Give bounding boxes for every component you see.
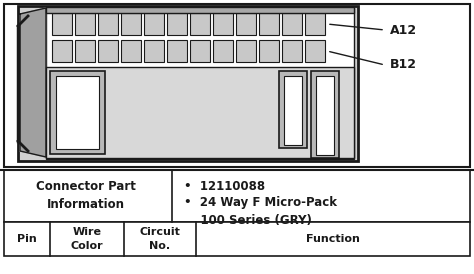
Bar	[144, 40, 164, 62]
Bar	[305, 40, 325, 62]
Bar	[4, 4, 470, 167]
Bar	[98, 13, 118, 35]
Bar	[190, 40, 210, 62]
Bar	[282, 13, 302, 35]
Bar	[236, 13, 256, 35]
Polygon shape	[20, 8, 46, 157]
Text: Pin: Pin	[17, 234, 37, 244]
Bar	[167, 13, 187, 35]
Text: Circuit
No.: Circuit No.	[139, 227, 181, 251]
Bar	[46, 8, 354, 159]
Bar	[213, 40, 233, 62]
Bar	[213, 13, 233, 35]
Bar	[236, 40, 256, 62]
Bar	[46, 67, 354, 158]
Bar	[75, 13, 95, 35]
Bar	[56, 76, 99, 149]
Bar	[121, 40, 141, 62]
Bar	[259, 40, 279, 62]
Text: •  24 Way F Micro-Pack
    100 Series (GRY): • 24 Way F Micro-Pack 100 Series (GRY)	[184, 196, 337, 227]
Bar	[167, 40, 187, 62]
Bar	[316, 76, 334, 155]
Bar	[50, 71, 105, 154]
Text: A12: A12	[390, 24, 417, 36]
Bar	[4, 222, 470, 256]
Text: B12: B12	[390, 59, 417, 72]
Bar	[52, 13, 72, 35]
Bar	[144, 13, 164, 35]
Bar	[121, 13, 141, 35]
Bar	[279, 71, 307, 148]
Bar	[4, 170, 470, 222]
Bar	[259, 13, 279, 35]
Bar	[284, 76, 302, 145]
Bar	[190, 13, 210, 35]
Bar	[46, 7, 354, 13]
Bar	[52, 40, 72, 62]
Text: Function: Function	[306, 234, 360, 244]
Bar	[18, 6, 358, 161]
Bar	[282, 40, 302, 62]
Text: •  12110088: • 12110088	[184, 180, 265, 193]
Bar	[311, 71, 339, 158]
Text: Connector Part
Information: Connector Part Information	[36, 181, 136, 212]
Bar	[305, 13, 325, 35]
Text: Wire
Color: Wire Color	[71, 227, 103, 251]
Bar	[75, 40, 95, 62]
Bar	[98, 40, 118, 62]
